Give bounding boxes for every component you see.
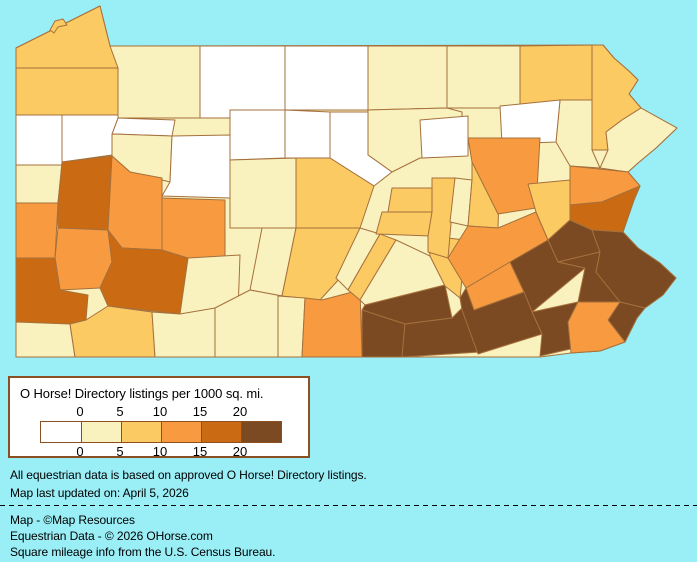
legend-tick-label: 0 xyxy=(76,404,84,419)
legend-tick-label: 5 xyxy=(116,444,124,459)
county-pike xyxy=(599,107,678,173)
county-union xyxy=(387,187,433,213)
legend-tick-label: 10 xyxy=(152,444,168,459)
legend-swatch-3 xyxy=(161,422,201,442)
county-sullivan xyxy=(419,115,469,159)
county-clearfield xyxy=(229,157,297,229)
county-lawrence xyxy=(15,164,63,204)
legend-swatch-0 xyxy=(41,422,81,442)
county-indiana xyxy=(161,197,226,259)
county-venango xyxy=(61,114,119,163)
legend: O Horse! Directory listings per 1000 sq.… xyxy=(8,376,310,459)
county-mckean xyxy=(199,45,286,119)
presque-isle xyxy=(49,18,68,34)
county-bucks xyxy=(591,229,677,309)
note-last-updated: Map last updated on: April 5, 2026 xyxy=(10,486,189,500)
county-potter xyxy=(284,45,369,111)
county-mercer xyxy=(15,114,63,166)
credit-map: Map - ©Map Resources xyxy=(10,513,135,527)
county-luzerne xyxy=(467,137,541,215)
county-tioga xyxy=(367,45,448,111)
dashed-divider xyxy=(0,505,697,506)
county-jefferson xyxy=(161,134,231,199)
county-bradford xyxy=(446,45,521,109)
legend-swatch-1 xyxy=(81,422,121,442)
county-delaware xyxy=(567,301,626,354)
legend-title: O Horse! Directory listings per 1000 sq.… xyxy=(20,386,264,401)
legend-tick-label: 20 xyxy=(232,404,248,419)
county-forest xyxy=(111,117,176,137)
county-centre xyxy=(295,157,375,229)
credit-square-mileage: Square mileage info from the U.S. Census… xyxy=(10,545,276,559)
legend-tick-label: 0 xyxy=(76,444,84,459)
credit-equestrian-data: Equestrian Data - © 2026 OHorse.com xyxy=(10,529,213,543)
legend-tick-label: 20 xyxy=(232,444,248,459)
county-susquehanna xyxy=(519,44,593,109)
county-wayne xyxy=(591,44,642,151)
legend-swatch-2 xyxy=(121,422,161,442)
legend-tick-label: 15 xyxy=(192,444,208,459)
legend-ticks-top: 0 5 10 15 20 xyxy=(40,404,280,419)
county-huntingdon xyxy=(281,227,361,301)
county-beaver xyxy=(15,202,59,259)
county-snyder xyxy=(375,211,433,237)
county-elk xyxy=(229,109,286,161)
county-cameron xyxy=(284,109,331,159)
county-butler xyxy=(57,155,113,231)
legend-color-bar xyxy=(40,421,282,443)
legend-swatch-4 xyxy=(201,422,241,442)
county-warren xyxy=(109,45,201,119)
legend-tick-label: 10 xyxy=(152,404,168,419)
county-crawford xyxy=(15,67,119,116)
county-franklin xyxy=(301,289,363,358)
county-greene xyxy=(15,321,76,358)
county-somerset xyxy=(151,307,216,358)
legend-swatch-5 xyxy=(241,422,281,442)
legend-tick-label: 15 xyxy=(192,404,208,419)
note-data-source: All equestrian data is based on approved… xyxy=(10,468,367,482)
county-fulton xyxy=(277,295,306,358)
legend-tick-label: 5 xyxy=(116,404,124,419)
county-wyoming xyxy=(499,99,561,145)
legend-ticks-bottom: 0 5 10 15 20 xyxy=(40,444,280,459)
county-erie xyxy=(15,5,119,69)
